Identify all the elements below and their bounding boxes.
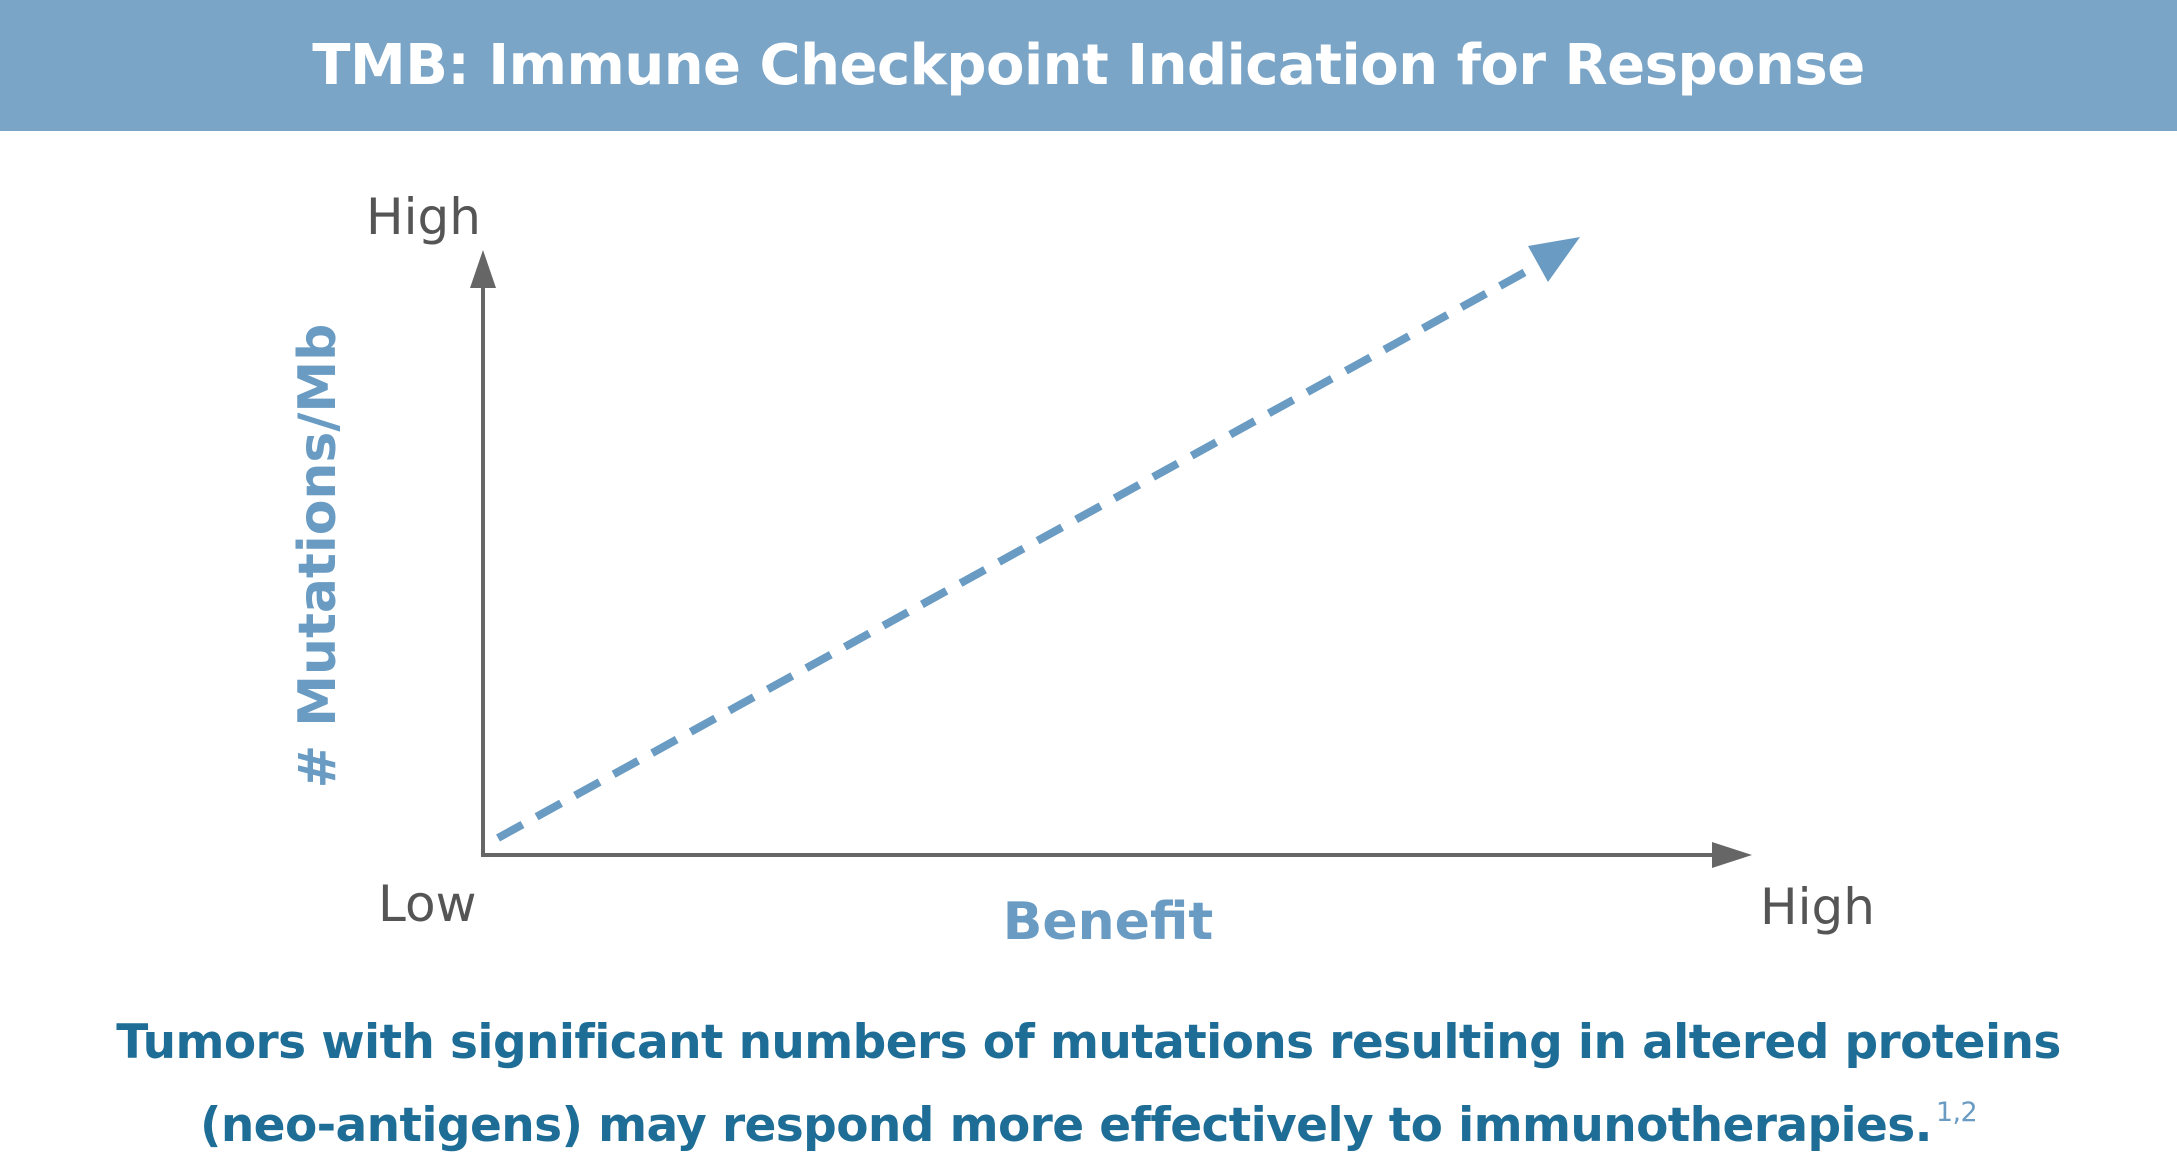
trend-arrow	[496, 237, 1580, 842]
trend-arrowhead	[1528, 237, 1580, 282]
y-axis-title: # Mutations/Mb	[288, 324, 348, 789]
trend-line	[496, 261, 1540, 842]
header-bar: TMB: Immune Checkpoint Indication for Re…	[0, 0, 2177, 131]
caption-line-2-text: (neo-antigens) may respond more effectiv…	[199, 1098, 1933, 1153]
caption-references: 1,2	[1935, 1097, 1978, 1128]
caption-line-1: Tumors with significant numbers of mutat…	[116, 1015, 2061, 1070]
y-axis-high-label: High	[366, 188, 481, 246]
x-axis-arrowhead	[1712, 842, 1752, 868]
x-axis-title: Benefit	[1003, 892, 1214, 952]
caption-line-2: (neo-antigens) may respond more effectiv…	[0, 1078, 2177, 1161]
y-axis	[470, 250, 496, 855]
origin-low-label: Low	[378, 875, 476, 933]
page-title: TMB: Immune Checkpoint Indication for Re…	[312, 33, 1865, 98]
y-axis-arrowhead	[470, 250, 496, 288]
x-axis	[481, 842, 1752, 868]
x-axis-high-label: High	[1760, 878, 1875, 936]
caption: Tumors with significant numbers of mutat…	[0, 1008, 2177, 1161]
